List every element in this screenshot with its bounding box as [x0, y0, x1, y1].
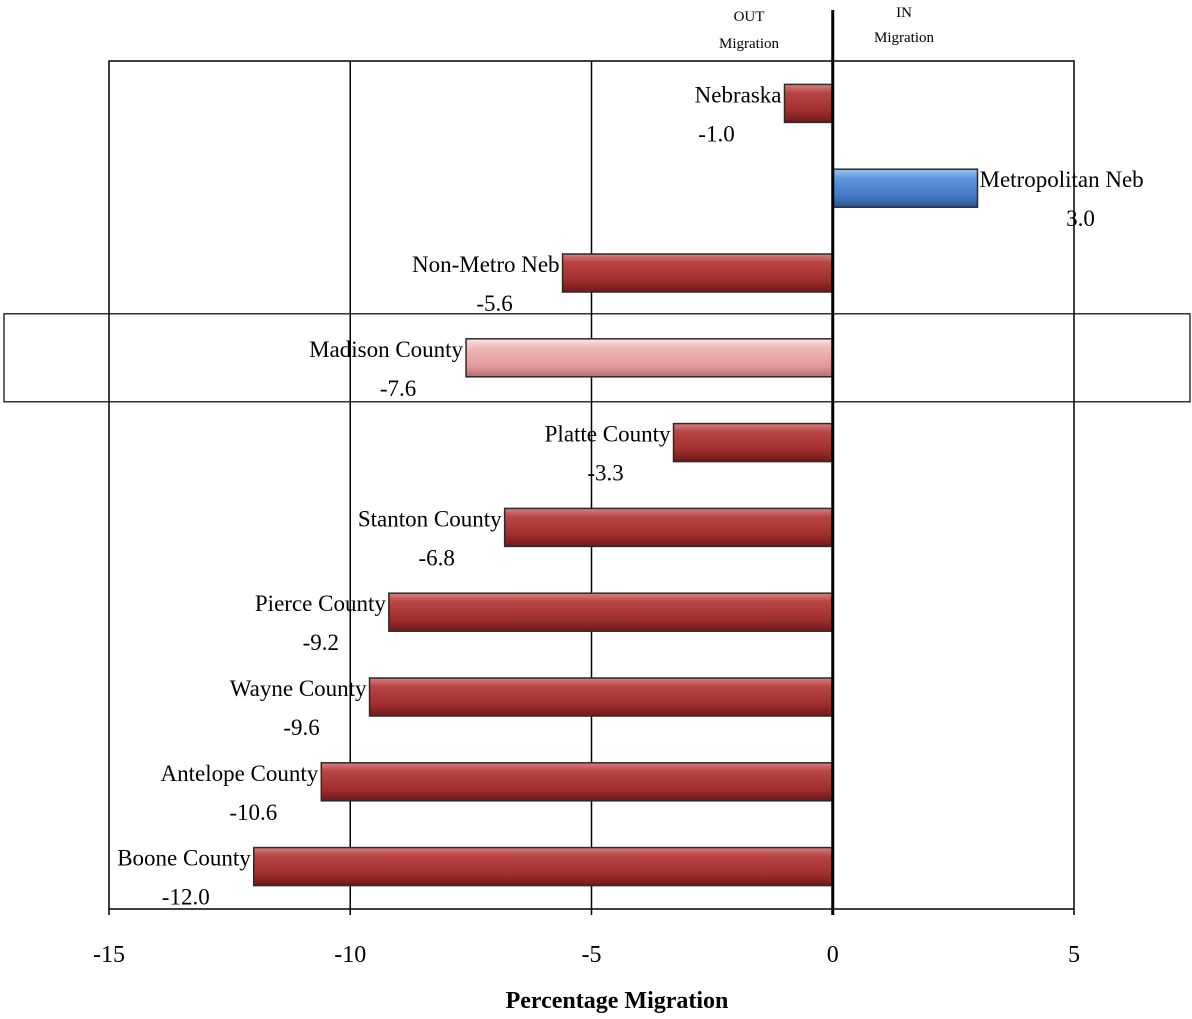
x-axis: -15 -10 -5 0 5	[93, 909, 1080, 968]
category-label-nebraska: Nebraska	[695, 82, 782, 107]
x-tick-label-4: 5	[1068, 942, 1080, 968]
in-migration-label-line2: Migration	[874, 30, 934, 46]
value-label-stanton-county: -6.8	[418, 545, 454, 570]
x-tick-label-2: -5	[582, 942, 602, 968]
bar-wayne-county	[368, 677, 834, 717]
category-label-boone-county: Boone County	[117, 846, 251, 871]
bar-pierce-county	[388, 592, 834, 632]
category-label-wayne-county: Wayne County	[230, 676, 367, 701]
out-migration-label-line1: OUT	[734, 9, 765, 25]
value-label-nebraska: -1.0	[698, 121, 734, 146]
bar-madison-county	[465, 338, 834, 378]
category-label-stanton-county: Stanton County	[358, 506, 502, 531]
bar-stanton-county	[503, 507, 834, 548]
category-label-pierce-county: Pierce County	[255, 591, 386, 616]
value-label-wayne-county: -9.6	[283, 715, 319, 740]
bar-nebraska	[783, 83, 834, 124]
highlight-frame	[3, 313, 1191, 403]
x-tick-label-3: 0	[827, 942, 839, 968]
value-label-platte-county: -3.3	[587, 461, 623, 486]
category-label-non-metro-neb: Non-Metro Neb	[412, 252, 560, 277]
bar-non-metro-neb	[561, 253, 834, 293]
bar-labels: Nebraska -1.0 Metropolitan Neb 3.0 Non-Metro…	[117, 82, 1143, 909]
out-migration-label-line2: Migration	[719, 36, 779, 52]
x-axis-title: Percentage Migration	[506, 988, 729, 1014]
bar-antelope-county	[320, 762, 834, 802]
category-label-metropolitan-neb: Metropolitan Neb	[980, 167, 1144, 192]
x-tick-label-1: -10	[334, 942, 366, 968]
bar-platte-county	[672, 422, 834, 463]
bars	[253, 83, 979, 887]
value-label-pierce-county: -9.2	[303, 630, 339, 655]
value-label-madison-county: -7.6	[380, 376, 416, 401]
value-label-antelope-county: -10.6	[229, 800, 277, 825]
value-label-metropolitan-neb: 3.0	[1066, 206, 1095, 231]
bar-boone-county	[253, 846, 834, 887]
category-label-antelope-county: Antelope County	[161, 761, 319, 786]
category-label-platte-county: Platte County	[545, 422, 671, 447]
x-tick-label-0: -15	[93, 942, 125, 968]
value-label-non-metro-neb: -5.6	[476, 291, 512, 316]
category-label-madison-county: Madison County	[309, 337, 463, 362]
bar-metropolitan-neb	[832, 168, 979, 208]
in-migration-label-line1: IN	[896, 5, 912, 21]
highlight-box	[3, 313, 1191, 403]
value-label-boone-county: -12.0	[162, 885, 210, 910]
